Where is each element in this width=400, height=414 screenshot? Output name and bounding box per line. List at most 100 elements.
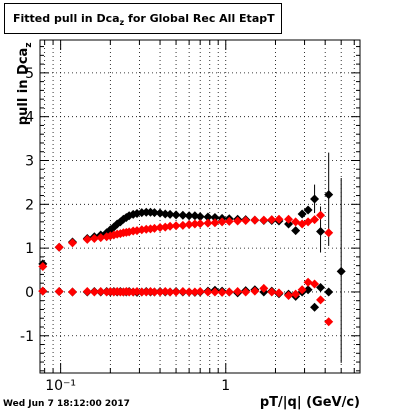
- y-tick-label: -1: [20, 329, 34, 345]
- data-point: [316, 226, 326, 236]
- grid-lines: [40, 40, 360, 373]
- data-point: [316, 295, 326, 305]
- data-point: [203, 212, 213, 222]
- data-point: [241, 216, 251, 226]
- data-point: [324, 190, 334, 200]
- data-point: [250, 215, 260, 225]
- data-point: [291, 289, 301, 299]
- data-point: [297, 285, 307, 295]
- data-point: [171, 221, 181, 231]
- data-point: [155, 223, 165, 233]
- title-rest: for Global Rec All EtapT: [124, 12, 275, 25]
- data-point: [184, 211, 194, 221]
- data-point: [316, 210, 326, 220]
- data-point: [291, 226, 301, 236]
- data-point: [195, 287, 205, 297]
- data-point: [89, 287, 99, 297]
- tick-labels: -1 0 1 2 3 4 5 10⁻¹ 1: [20, 66, 230, 394]
- x-axis-label: pT/|q| (GeV/c): [259, 395, 360, 410]
- ylabel-subscript: z: [23, 42, 34, 48]
- data-point: [210, 212, 220, 222]
- data-point: [224, 287, 234, 297]
- y-tick-label: 4: [25, 110, 34, 126]
- data-point: [324, 287, 334, 297]
- plot-frame: [39, 39, 361, 374]
- data-point: [310, 302, 320, 312]
- data-point: [38, 286, 48, 296]
- data-point: [96, 287, 106, 297]
- data-point: [310, 279, 320, 289]
- data-point: [303, 277, 313, 287]
- data-point: [267, 215, 277, 225]
- data-point: [310, 194, 320, 204]
- data-point: [210, 287, 220, 297]
- data-point: [96, 233, 106, 243]
- data-point: [184, 287, 194, 297]
- data-point: [184, 219, 194, 229]
- data-point: [178, 210, 188, 220]
- data-point: [82, 287, 92, 297]
- data-point: [178, 287, 188, 297]
- x-tick-label: 1: [221, 378, 230, 394]
- data-point: [190, 287, 200, 297]
- data-point: [303, 285, 313, 295]
- data-point: [274, 288, 284, 298]
- data-point: [233, 287, 243, 297]
- data-point: [224, 216, 234, 226]
- data-point: [165, 287, 175, 297]
- y-tick-label: 1: [25, 241, 34, 257]
- data-point: [165, 209, 175, 219]
- datestamp: Wed Jun 7 18:12:00 2017: [3, 399, 130, 409]
- data-point: [68, 287, 78, 297]
- data-point: [38, 262, 48, 272]
- data-point: [217, 287, 227, 297]
- data-point: [82, 234, 92, 244]
- title-box: Fitted pull in Dcaz for Global Rec All E…: [4, 3, 282, 34]
- data-point: [178, 220, 188, 230]
- data-point: [324, 228, 334, 238]
- y-axis-label: pull in Dcaz: [16, 29, 34, 139]
- data-point: [336, 266, 346, 276]
- data-point: [171, 287, 181, 297]
- data-point: [259, 215, 269, 225]
- y-tick-label: 0: [25, 285, 34, 301]
- data-point: [284, 290, 294, 300]
- data-point: [149, 208, 159, 218]
- chart-title: Fitted pull in Dcaz for Global Rec All E…: [13, 12, 275, 27]
- axis-ticks: [40, 40, 360, 373]
- data-point: [89, 233, 99, 243]
- data-point: [54, 287, 64, 297]
- data-point: [190, 219, 200, 229]
- y-tick-label: 5: [25, 66, 34, 82]
- error-bars: [314, 152, 342, 363]
- data-point: [195, 212, 205, 222]
- title-main: Fitted pull in Dca: [13, 12, 120, 25]
- data-point: [259, 283, 269, 293]
- data-point: [267, 287, 277, 297]
- data-point: [121, 212, 131, 222]
- data-point: [316, 283, 326, 293]
- data-point: [155, 287, 165, 297]
- data-point: [241, 287, 251, 297]
- data-point: [284, 219, 294, 229]
- data-point: [250, 286, 260, 296]
- data-point: [171, 210, 181, 220]
- data-point: [165, 221, 175, 231]
- data-point: [303, 205, 313, 215]
- y-tick-label: 2: [25, 197, 34, 213]
- data-point: [284, 214, 294, 224]
- data-point: [203, 218, 213, 228]
- data-point: [203, 287, 213, 297]
- data-point: [310, 215, 320, 225]
- data-point: [210, 218, 220, 228]
- data-markers: [38, 190, 346, 327]
- data-point: [274, 214, 284, 224]
- data-point: [149, 287, 159, 297]
- ylabel-main: pull in Dca: [16, 47, 32, 126]
- data-point: [233, 216, 243, 226]
- data-point: [68, 238, 78, 248]
- data-point: [149, 223, 159, 233]
- data-point: [324, 317, 334, 327]
- data-point: [54, 242, 64, 252]
